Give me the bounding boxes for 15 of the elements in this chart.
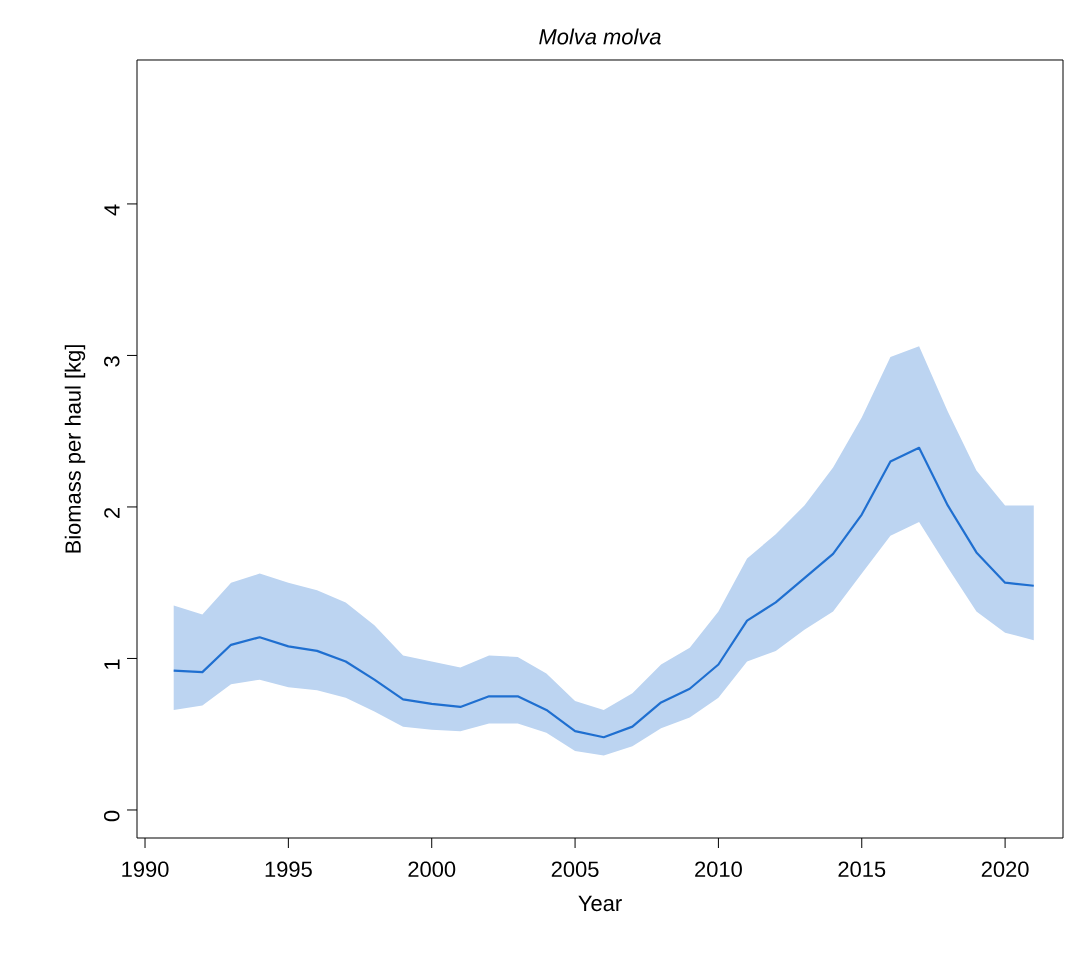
x-tick-label: 2000 — [408, 861, 456, 878]
x-tick-label: 1990 — [122, 861, 169, 878]
x-tick-label: 1995 — [265, 861, 312, 878]
y-axis-title: Biomass per haul [kg] — [64, 345, 86, 553]
y-tick-label: 2 — [104, 507, 120, 518]
x-axis-title: Year — [578, 895, 622, 912]
y-tick-label: 3 — [103, 356, 120, 367]
y-tick-label: 1 — [104, 659, 120, 669]
x-tick-label: 2020 — [981, 861, 1029, 878]
x-tick-label: 2005 — [551, 861, 599, 878]
x-tick-label: 2015 — [838, 861, 886, 878]
y-tick-label: 0 — [103, 810, 120, 822]
y-tick-label: 4 — [104, 204, 120, 216]
x-tick-label: 2010 — [695, 861, 742, 878]
chart-title: Molva molva — [539, 28, 661, 45]
